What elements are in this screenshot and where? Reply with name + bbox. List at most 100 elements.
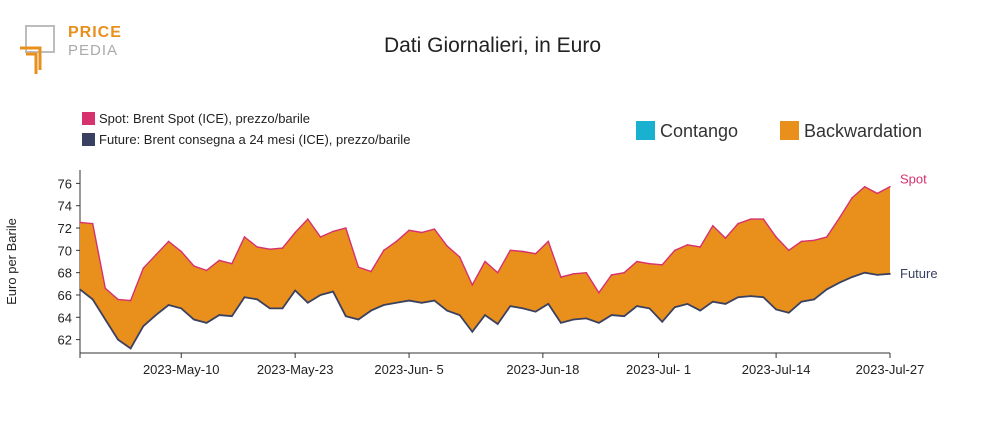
- future-point: [332, 290, 334, 293]
- spot-point: [205, 269, 208, 272]
- future-point: [420, 301, 423, 304]
- future-point: [79, 288, 81, 291]
- legend-fill-label-contango: Contango: [660, 121, 738, 141]
- future-end-label: Future: [900, 266, 938, 281]
- spot-point: [471, 284, 474, 286]
- future-point: [91, 298, 94, 301]
- future-point: [585, 317, 588, 320]
- spot-point: [243, 236, 246, 238]
- future-point: [813, 298, 815, 301]
- y-tick-label-74: 74: [58, 199, 72, 214]
- spot-point: [496, 271, 499, 274]
- logo-text-pedia: PEDIA: [68, 42, 119, 59]
- spot-point: [155, 254, 157, 256]
- spot-point: [737, 222, 739, 225]
- spot-point: [167, 240, 170, 243]
- future-point: [610, 314, 613, 316]
- future-point: [775, 308, 777, 311]
- future-point: [344, 315, 347, 317]
- future-point: [294, 289, 296, 292]
- spot-point: [648, 262, 651, 265]
- future-point: [876, 274, 879, 276]
- spot-point: [433, 228, 436, 230]
- future-point: [357, 318, 360, 321]
- future-point: [167, 304, 170, 306]
- spot-point: [560, 276, 562, 278]
- future-point: [104, 318, 107, 321]
- future-point: [155, 314, 157, 316]
- logo-text-price: PRICE: [68, 24, 122, 41]
- future-point: [636, 305, 638, 307]
- spot-point: [370, 270, 372, 273]
- fill-legend: Contango Backwardation: [636, 121, 922, 141]
- spot-point: [117, 298, 119, 301]
- future-point: [648, 307, 651, 310]
- spot-point: [332, 230, 334, 233]
- future-point: [205, 322, 208, 324]
- legend-label-1: Future: Brent consegna a 24 mesi (ICE), …: [99, 132, 410, 147]
- spot-point: [762, 218, 765, 220]
- spot-point: [307, 218, 309, 220]
- y-tick-label-68: 68: [58, 266, 72, 281]
- future-point: [724, 303, 727, 305]
- future-point: [509, 305, 512, 307]
- future-point: [674, 306, 676, 309]
- spot-point: [509, 249, 512, 252]
- future-point: [382, 304, 385, 306]
- future-point: [218, 314, 221, 316]
- spot-point: [382, 249, 385, 252]
- spot-point: [585, 271, 588, 274]
- x-tick-label-0: 2023-May-10: [143, 362, 220, 377]
- future-point: [231, 315, 233, 317]
- spot-point: [129, 299, 132, 302]
- future-point: [319, 294, 322, 296]
- spot-point: [104, 287, 107, 290]
- spot-point: [522, 250, 524, 253]
- future-point: [484, 314, 486, 316]
- y-tick-label-76: 76: [58, 176, 72, 191]
- future-point: [737, 296, 739, 299]
- spot-point: [484, 260, 486, 263]
- future-point: [534, 310, 537, 313]
- spot-point: [686, 243, 689, 246]
- spot-point: [825, 236, 828, 238]
- spot-point: [231, 262, 233, 265]
- future-point: [686, 303, 689, 305]
- spot-end-label: Spot: [900, 172, 927, 187]
- future-point: [458, 314, 461, 316]
- y-tick-label-70: 70: [58, 243, 72, 258]
- future-point: [598, 322, 600, 324]
- y-tick-label-64: 64: [58, 310, 72, 325]
- spot-point: [636, 260, 638, 263]
- y-tick-label-66: 66: [58, 288, 72, 303]
- spot-point: [458, 256, 461, 258]
- spot-point: [623, 271, 626, 274]
- future-point: [825, 288, 828, 291]
- spot-point: [661, 264, 663, 266]
- spot-point: [357, 266, 360, 268]
- future-point: [180, 307, 183, 310]
- legend-fill-swatch-backwardation: [780, 121, 799, 140]
- spot-point: [79, 221, 81, 224]
- spot-point: [712, 224, 714, 227]
- future-point: [863, 271, 866, 274]
- spot-point: [408, 229, 410, 232]
- spot-point: [838, 217, 841, 219]
- future-point: [699, 309, 701, 312]
- spot-point: [610, 274, 613, 276]
- spot-point: [256, 246, 258, 248]
- future-point: [117, 338, 119, 341]
- spot-point: [269, 248, 271, 251]
- spot-point: [813, 239, 815, 242]
- future-point: [889, 272, 891, 275]
- future-point: [269, 307, 271, 310]
- spot-point: [863, 185, 866, 188]
- legend-label-0: Spot: Brent Spot (ICE), prezzo/barile: [99, 111, 310, 126]
- future-point: [243, 296, 246, 299]
- spot-point: [775, 236, 777, 238]
- future-point: [370, 309, 372, 312]
- y-axis-label: Euro per Barile: [4, 218, 19, 305]
- legend-swatch-1: [82, 133, 95, 146]
- spot-point: [344, 227, 347, 229]
- future-point: [193, 318, 195, 321]
